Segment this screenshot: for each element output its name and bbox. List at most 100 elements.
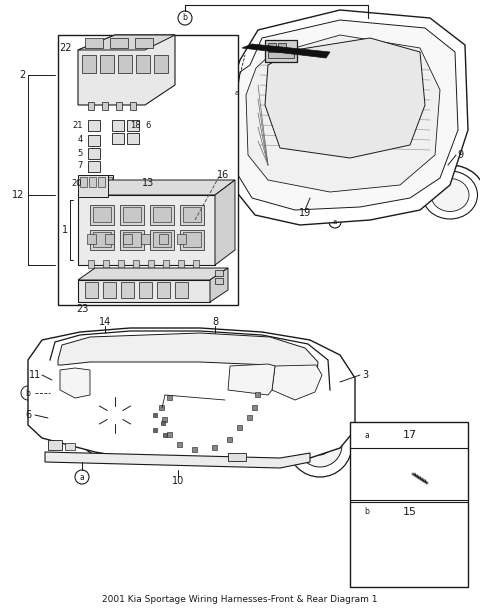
- Text: 19: 19: [299, 208, 311, 218]
- Polygon shape: [235, 20, 458, 210]
- Bar: [98, 177, 105, 187]
- Circle shape: [358, 174, 362, 179]
- Bar: [183, 207, 201, 222]
- Bar: [103, 282, 116, 298]
- Text: 2: 2: [19, 70, 25, 80]
- Bar: [88, 102, 94, 110]
- Ellipse shape: [422, 171, 478, 219]
- Bar: [123, 234, 132, 244]
- Ellipse shape: [386, 542, 434, 568]
- Polygon shape: [78, 35, 175, 105]
- Circle shape: [217, 173, 223, 177]
- Polygon shape: [228, 364, 275, 395]
- Bar: [85, 38, 103, 48]
- Circle shape: [255, 123, 261, 128]
- Polygon shape: [28, 328, 355, 465]
- Text: 5: 5: [78, 149, 83, 158]
- Text: a: a: [80, 473, 84, 481]
- Bar: [177, 442, 182, 447]
- Polygon shape: [265, 38, 425, 158]
- Bar: [180, 205, 204, 225]
- Polygon shape: [60, 368, 90, 398]
- Text: a: a: [235, 90, 239, 96]
- Polygon shape: [58, 333, 318, 385]
- Bar: [252, 405, 257, 410]
- Circle shape: [255, 96, 261, 101]
- Text: 2001 Kia Sportage Wiring Harnesses-Front & Rear Diagram 1: 2001 Kia Sportage Wiring Harnesses-Front…: [102, 596, 378, 605]
- Bar: [154, 55, 168, 73]
- Bar: [88, 161, 100, 172]
- Circle shape: [346, 181, 350, 185]
- Circle shape: [409, 69, 415, 74]
- Circle shape: [325, 179, 331, 184]
- Bar: [228, 453, 246, 461]
- Bar: [87, 234, 96, 244]
- Text: 17: 17: [403, 430, 417, 440]
- Bar: [127, 120, 139, 131]
- Bar: [167, 395, 172, 400]
- Text: b: b: [365, 508, 370, 516]
- Bar: [90, 205, 114, 225]
- Text: 9: 9: [457, 150, 463, 160]
- Circle shape: [298, 423, 342, 467]
- Circle shape: [317, 39, 323, 44]
- Bar: [178, 260, 184, 268]
- Bar: [78, 175, 108, 197]
- Polygon shape: [78, 280, 210, 302]
- Bar: [215, 278, 223, 284]
- Ellipse shape: [343, 69, 377, 91]
- Polygon shape: [246, 35, 440, 192]
- Polygon shape: [242, 44, 330, 58]
- Bar: [127, 133, 139, 144]
- Text: 20: 20: [72, 179, 82, 188]
- Circle shape: [410, 117, 416, 123]
- Circle shape: [403, 58, 408, 63]
- Polygon shape: [78, 268, 228, 280]
- Polygon shape: [78, 195, 215, 265]
- Text: 18: 18: [130, 120, 141, 130]
- Text: 1: 1: [62, 225, 68, 235]
- Bar: [88, 260, 94, 268]
- Text: 23: 23: [76, 304, 88, 314]
- Bar: [93, 232, 111, 247]
- Circle shape: [397, 149, 403, 155]
- Ellipse shape: [335, 62, 385, 98]
- Bar: [268, 43, 276, 51]
- Bar: [103, 260, 109, 268]
- Circle shape: [391, 50, 396, 55]
- Text: 22: 22: [60, 43, 72, 53]
- Bar: [123, 207, 141, 222]
- Bar: [278, 43, 286, 51]
- Bar: [192, 447, 197, 452]
- Bar: [116, 102, 122, 110]
- Circle shape: [106, 406, 124, 424]
- Bar: [80, 177, 87, 187]
- Bar: [89, 177, 96, 187]
- Bar: [153, 413, 157, 417]
- Bar: [102, 177, 106, 184]
- Circle shape: [288, 413, 352, 477]
- Circle shape: [308, 177, 312, 182]
- Bar: [159, 234, 168, 244]
- Bar: [180, 230, 204, 250]
- Polygon shape: [215, 180, 235, 265]
- Bar: [65, 443, 75, 450]
- Polygon shape: [210, 268, 228, 302]
- Bar: [121, 282, 134, 298]
- Bar: [135, 38, 153, 48]
- Bar: [227, 437, 232, 442]
- Text: 15: 15: [403, 507, 417, 517]
- Ellipse shape: [431, 179, 469, 211]
- Circle shape: [340, 177, 346, 182]
- Circle shape: [305, 41, 311, 45]
- Text: 4: 4: [78, 136, 83, 144]
- Circle shape: [79, 379, 151, 451]
- Bar: [350, 422, 468, 587]
- Bar: [177, 234, 186, 244]
- Bar: [153, 207, 171, 222]
- Text: a: a: [333, 219, 337, 225]
- Bar: [175, 282, 188, 298]
- Bar: [133, 260, 139, 268]
- Bar: [118, 260, 124, 268]
- Bar: [141, 234, 150, 244]
